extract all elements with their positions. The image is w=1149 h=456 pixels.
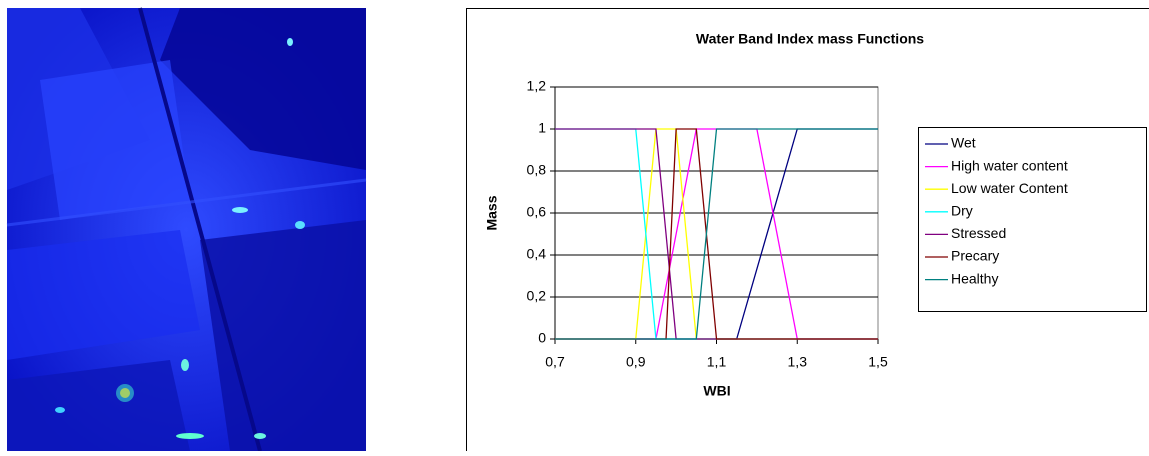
y-tick-label: 0,4 [527, 246, 547, 262]
y-tick-label: 1 [538, 120, 546, 136]
y-tick-label: 0 [538, 330, 546, 346]
legend-label: Healthy [951, 270, 998, 286]
satellite-image [7, 8, 366, 451]
chart-title: Water Band Index mass Functions [696, 31, 924, 47]
legend-label: Stressed [951, 225, 1006, 241]
y-tick-label: 0,2 [527, 288, 547, 304]
legend-label: Dry [951, 203, 973, 219]
y-axis-label: Mass [484, 195, 500, 230]
x-tick-label: 1,1 [707, 354, 727, 370]
legend-label: High water content [951, 157, 1068, 173]
legend-label: Low water Content [951, 180, 1068, 196]
y-tick-label: 0,6 [527, 204, 547, 220]
x-tick-label: 0,7 [545, 354, 565, 370]
legend-label: Wet [951, 135, 976, 151]
legend-label: Precary [951, 248, 999, 264]
x-axis-label: WBI [703, 383, 730, 399]
x-tick-label: 0,9 [626, 354, 646, 370]
y-tick-label: 0,8 [527, 162, 547, 178]
x-tick-label: 1,5 [868, 354, 888, 370]
y-tick-label: 1,2 [527, 78, 547, 94]
x-tick-label: 1,3 [788, 354, 808, 370]
